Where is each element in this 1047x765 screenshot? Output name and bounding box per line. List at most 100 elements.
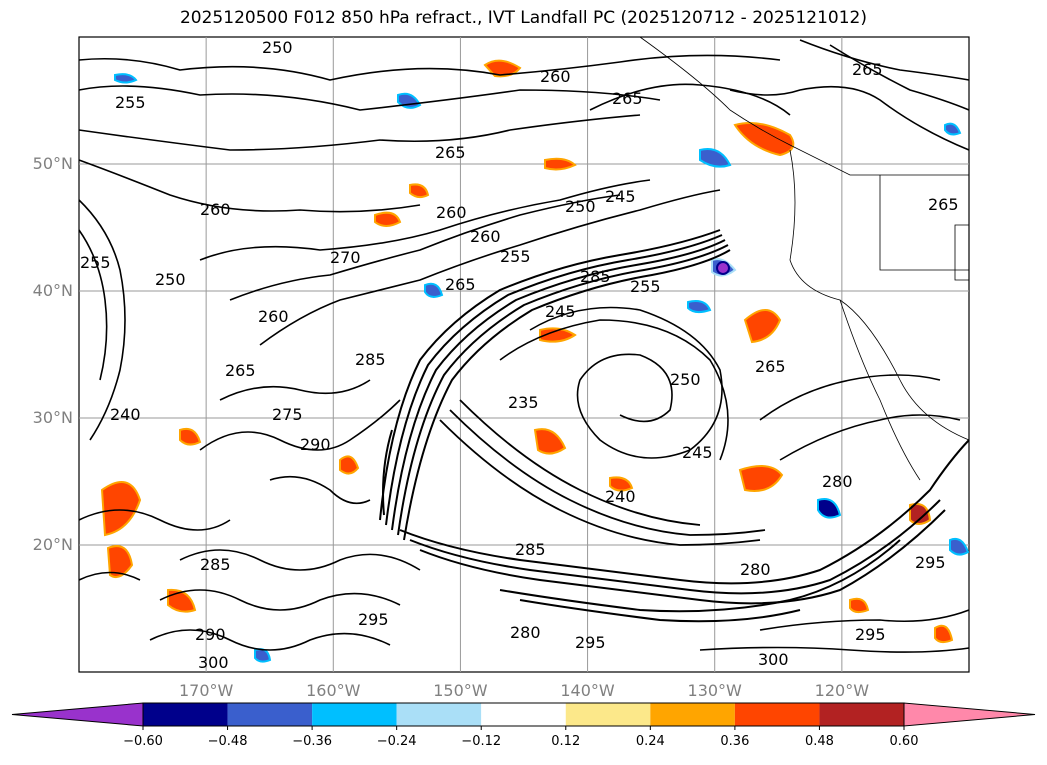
- lon-tick-label: 150°W: [433, 681, 488, 700]
- shade-blob: [409, 183, 430, 199]
- contour-label: 295: [358, 610, 389, 629]
- colorbar-tick-label: −0.12: [461, 734, 502, 749]
- lat-tick-label: 20°N: [32, 535, 73, 554]
- shade-blob: [743, 309, 782, 344]
- contour-label: 265: [612, 89, 643, 108]
- shade-blob: [699, 148, 732, 168]
- shade-blob: [909, 503, 932, 525]
- contour-label: 240: [605, 487, 636, 506]
- colorbar-tick-label: 0.24: [635, 734, 665, 749]
- shade-blob: [934, 624, 954, 644]
- contour-label: 250: [670, 370, 701, 389]
- map-frame: [78, 36, 970, 673]
- contour-label: 235: [508, 393, 539, 412]
- coastlines: [639, 36, 970, 481]
- colorbar-extend-low: [11, 702, 144, 727]
- contour-label: 285: [515, 540, 546, 559]
- contour-label: 255: [630, 277, 661, 296]
- contour-label: 280: [510, 623, 541, 642]
- colorbar-tick-label: 0.48: [804, 734, 834, 749]
- contour-label: 245: [545, 302, 576, 321]
- contour-label: 245: [682, 443, 713, 462]
- colorbar-segment: [734, 703, 820, 726]
- shade-blob: [738, 465, 784, 492]
- contour-label: 260: [200, 200, 231, 219]
- shade-blob: [687, 300, 712, 314]
- contour-label: 250: [565, 197, 596, 216]
- colorbar-segment: [650, 703, 735, 726]
- lat-tick-label: 30°N: [32, 408, 73, 427]
- shade-blob: [716, 261, 730, 275]
- lon-tick-label: 160°W: [306, 681, 361, 700]
- contour-label: 245: [605, 187, 636, 206]
- contours: [78, 39, 970, 653]
- colorbar-tick-label: −0.24: [376, 734, 417, 749]
- colorbar-tick-label: 0.60: [889, 734, 919, 749]
- contour-label: 260: [436, 203, 467, 222]
- shade-blob: [179, 427, 202, 446]
- contour-label: 250: [262, 38, 293, 57]
- shade-blob: [424, 282, 444, 298]
- contour-label: 240: [110, 405, 141, 424]
- contour-label: 265: [225, 361, 256, 380]
- contour-label: 290: [195, 625, 226, 644]
- colorbar-segment: [143, 703, 228, 726]
- contour-label: 285: [355, 350, 386, 369]
- colorbar-tick-label: 0.12: [551, 734, 581, 749]
- contour-label: 255: [500, 247, 531, 266]
- contour-label: 295: [915, 553, 946, 572]
- contour-label: 255: [80, 253, 111, 272]
- lon-tick-label: 140°W: [560, 681, 615, 700]
- colorbar-segment: [481, 703, 566, 726]
- shade-blob: [533, 428, 567, 455]
- contour-label: 260: [540, 67, 571, 86]
- contour-label: 265: [435, 143, 466, 162]
- contour-labels: 250 260 265 265 255 265 260 260 250 245 …: [80, 38, 959, 672]
- shade-blob: [167, 588, 197, 613]
- contour-label: 290: [300, 435, 331, 454]
- contour-label: 260: [258, 307, 289, 326]
- contour-label: 300: [758, 650, 789, 669]
- shade-blob: [733, 122, 795, 157]
- colorbar-segment: [396, 703, 482, 726]
- colorbar-tick-label: −0.60: [123, 734, 163, 749]
- shade-blob: [483, 59, 522, 78]
- colorbar-outline: [142, 702, 905, 727]
- map-title: 2025120500 F012 850 hPa refract., IVT La…: [179, 8, 867, 28]
- colorbar: [11, 702, 1036, 730]
- colorbar-segment: [565, 703, 651, 726]
- shade-blob: [100, 481, 142, 537]
- lon-tick-label: 120°W: [814, 681, 870, 700]
- shade-blob: [817, 498, 842, 519]
- lon-tick-label: 130°W: [687, 681, 742, 700]
- contour-label: 265: [852, 60, 883, 79]
- contour-label: 270: [330, 248, 361, 267]
- shade-blob: [339, 455, 360, 475]
- contour-label: 260: [470, 227, 501, 246]
- lat-tick-label: 40°N: [32, 281, 73, 300]
- contour-label: 295: [855, 625, 886, 644]
- shade-blob: [949, 537, 970, 556]
- shading-blobs: [100, 59, 970, 663]
- shade-blob: [374, 211, 402, 227]
- shade-blob: [114, 73, 138, 84]
- contour-label: 265: [755, 357, 786, 376]
- colorbar-segment: [312, 703, 397, 726]
- contour-label: 280: [740, 560, 771, 579]
- colorbar-tick-label: −0.48: [207, 734, 248, 749]
- contour-label: 280: [822, 472, 853, 491]
- colorbar-segment: [819, 703, 904, 726]
- contour-label: 285: [200, 555, 231, 574]
- lat-tick-label: 50°N: [32, 154, 73, 173]
- shade-blob: [539, 327, 577, 343]
- shade-blob: [544, 157, 577, 171]
- contour-label: 250: [155, 270, 186, 289]
- shade-blob: [609, 476, 634, 492]
- shade-blob: [849, 597, 870, 614]
- colorbar-extend-high: [903, 702, 1036, 727]
- contour-label: 255: [115, 93, 146, 112]
- contour-label: 275: [272, 405, 303, 424]
- contour-label: 265: [445, 275, 476, 294]
- shade-blob: [106, 545, 134, 578]
